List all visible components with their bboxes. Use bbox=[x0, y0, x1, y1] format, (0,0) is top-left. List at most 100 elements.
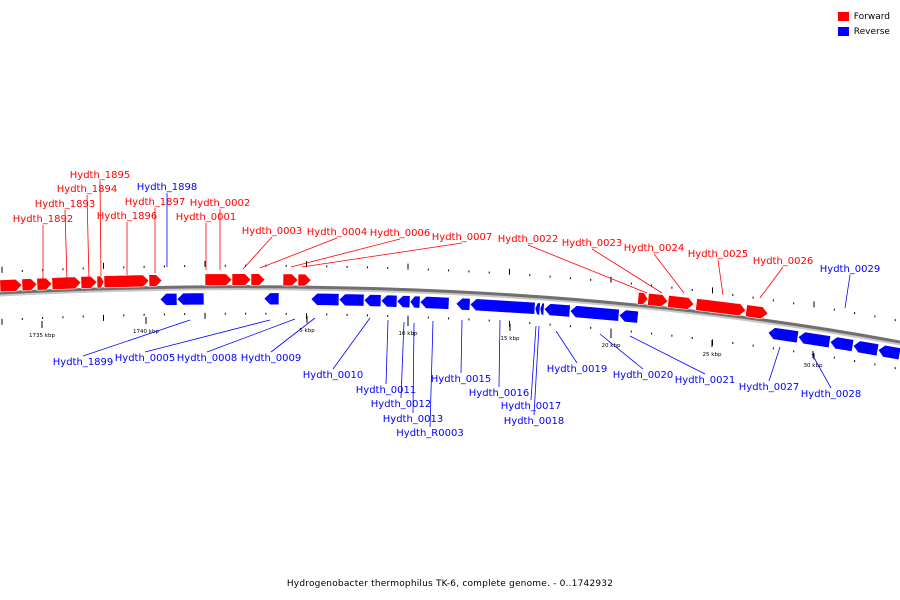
forward-gene-leader bbox=[759, 266, 784, 299]
scale-label: 20 kbp bbox=[602, 343, 621, 349]
forward-gene-label: Hydth_0023 bbox=[562, 238, 623, 249]
reverse-gene-arrow bbox=[569, 305, 620, 322]
reverse-gene-arrow bbox=[797, 331, 832, 349]
forward-gene-arrow bbox=[21, 278, 38, 292]
legend-item-forward: Forward bbox=[837, 9, 890, 24]
reverse-gene-label: Hydth_0027 bbox=[739, 382, 800, 393]
forward-gene-arrow bbox=[647, 292, 669, 307]
forward-gene-label: Hydth_1893 bbox=[35, 199, 96, 210]
reverse-gene-label: Hydth_1899 bbox=[53, 357, 114, 368]
forward-gene-label: Hydth_0024 bbox=[624, 243, 685, 254]
backbone-shadow bbox=[0, 287, 900, 346]
scale-label: 30 kbp bbox=[804, 363, 823, 369]
forward-gene-arrow bbox=[103, 274, 150, 289]
forward-swatch bbox=[837, 12, 849, 21]
reverse-gene-label: Hydth_0019 bbox=[547, 364, 608, 375]
forward-gene-leader bbox=[301, 242, 463, 268]
reverse-gene-leader bbox=[844, 274, 851, 309]
forward-gene-arrow bbox=[148, 274, 163, 288]
scale-label: 10 kbp bbox=[399, 331, 418, 337]
reverse-gene-arrow bbox=[767, 327, 800, 344]
reverse-gene-leader bbox=[629, 335, 706, 375]
forward-gene-label: Hydth_0025 bbox=[688, 249, 749, 260]
reverse-gene-label: Hydth_1898 bbox=[137, 182, 198, 193]
forward-gene-label: Hydth_1897 bbox=[125, 197, 186, 208]
forward-gene-label: Hydth_0004 bbox=[307, 227, 368, 238]
reverse-gene-leader bbox=[144, 319, 271, 353]
reverse-gene-label: Hydth_R0003 bbox=[396, 428, 463, 439]
forward-gene-arrow bbox=[282, 273, 299, 287]
reverse-gene-label: Hydth_0028 bbox=[801, 389, 862, 400]
reverse-gene-arrow bbox=[338, 293, 365, 307]
forward-gene-arrow bbox=[204, 273, 233, 287]
legend-item-reverse: Reverse bbox=[837, 24, 890, 39]
forward-gene-leader bbox=[717, 259, 724, 296]
forward-gene-arrow bbox=[36, 277, 53, 291]
forward-gene-leader bbox=[527, 244, 648, 294]
legend: Forward Reverse bbox=[837, 9, 890, 39]
forward-gene-leader bbox=[591, 248, 663, 294]
forward-gene-label: Hydth_0026 bbox=[753, 256, 814, 267]
reverse-gene-arrow bbox=[877, 344, 900, 361]
forward-gene-arrow bbox=[667, 294, 695, 310]
reverse-gene-leader bbox=[332, 317, 371, 370]
forward-gene-leader bbox=[99, 180, 102, 277]
reverse-gene-label: Hydth_0008 bbox=[177, 353, 238, 364]
forward-gene-arrow bbox=[0, 278, 23, 293]
reverse-gene-label: Hydth_0011 bbox=[356, 385, 417, 396]
reverse-gene-leader bbox=[412, 322, 415, 414]
forward-gene-arrow bbox=[51, 276, 82, 290]
reverse-gene-arrow bbox=[409, 295, 421, 309]
forward-gene-arrow bbox=[250, 273, 266, 287]
legend-label-reverse: Reverse bbox=[853, 26, 890, 37]
forward-gene-label: Hydth_1896 bbox=[97, 211, 158, 222]
reverse-gene-leader bbox=[530, 325, 537, 401]
forward-gene-label: Hydth_0002 bbox=[190, 198, 251, 209]
reverse-gene-arrow bbox=[618, 309, 639, 324]
forward-gene-leader bbox=[86, 194, 90, 281]
reverse-gene-arrow bbox=[380, 294, 398, 308]
forward-gene-arrow bbox=[695, 298, 747, 317]
reverse-gene-leader bbox=[270, 317, 316, 353]
reverse-gene-arrow bbox=[469, 298, 536, 315]
forward-gene-leader bbox=[259, 237, 338, 269]
reverse-gene-label: Hydth_0017 bbox=[501, 401, 562, 412]
reverse-gene-arrow bbox=[419, 296, 450, 310]
reverse-gene-label: Hydth_0029 bbox=[820, 264, 881, 275]
reverse-gene-arrow bbox=[396, 295, 411, 309]
forward-gene-arrow bbox=[744, 304, 769, 320]
reverse-gene-arrow bbox=[829, 336, 855, 352]
forward-gene-arrow bbox=[231, 273, 252, 286]
forward-gene-label: Hydth_0003 bbox=[242, 226, 303, 237]
reverse-gene-arrow bbox=[159, 292, 178, 306]
reverse-gene-arrow bbox=[543, 303, 571, 318]
scale-label: 5 kbp bbox=[299, 328, 315, 334]
forward-gene-arrow bbox=[297, 273, 312, 287]
forward-gene-leader bbox=[290, 238, 401, 268]
reverse-gene-leader bbox=[400, 321, 405, 399]
forward-gene-label: Hydth_1892 bbox=[13, 214, 74, 225]
reverse-gene-leader bbox=[206, 318, 296, 353]
reverse-gene-leader bbox=[429, 320, 434, 428]
scale-label: 1740 kbp bbox=[133, 329, 159, 335]
reverse-gene-arrow bbox=[263, 292, 280, 306]
reverse-gene-leader bbox=[811, 353, 832, 389]
reverse-gene-leader bbox=[385, 319, 389, 385]
reverse-gene-arrow bbox=[534, 302, 541, 316]
reverse-gene-label: Hydth_0018 bbox=[504, 416, 565, 427]
forward-gene-leader bbox=[653, 253, 685, 294]
reverse-gene-arrow bbox=[176, 292, 205, 306]
reverse-gene-leader bbox=[533, 325, 540, 416]
reverse-gene-leader bbox=[82, 319, 191, 357]
reverse-gene-leader bbox=[599, 333, 644, 370]
reverse-gene-label: Hydth_0015 bbox=[431, 374, 492, 385]
forward-gene-arrow bbox=[96, 275, 105, 289]
reverse-swatch bbox=[837, 27, 849, 36]
reverse-gene-label: Hydth_0013 bbox=[383, 414, 444, 425]
reverse-gene-label: Hydth_0012 bbox=[371, 399, 432, 410]
reverse-gene-arrow bbox=[363, 294, 382, 308]
forward-gene-label: Hydth_1894 bbox=[57, 184, 118, 195]
forward-gene-label: Hydth_0022 bbox=[498, 234, 559, 245]
reverse-gene-label: Hydth_0009 bbox=[241, 353, 302, 364]
